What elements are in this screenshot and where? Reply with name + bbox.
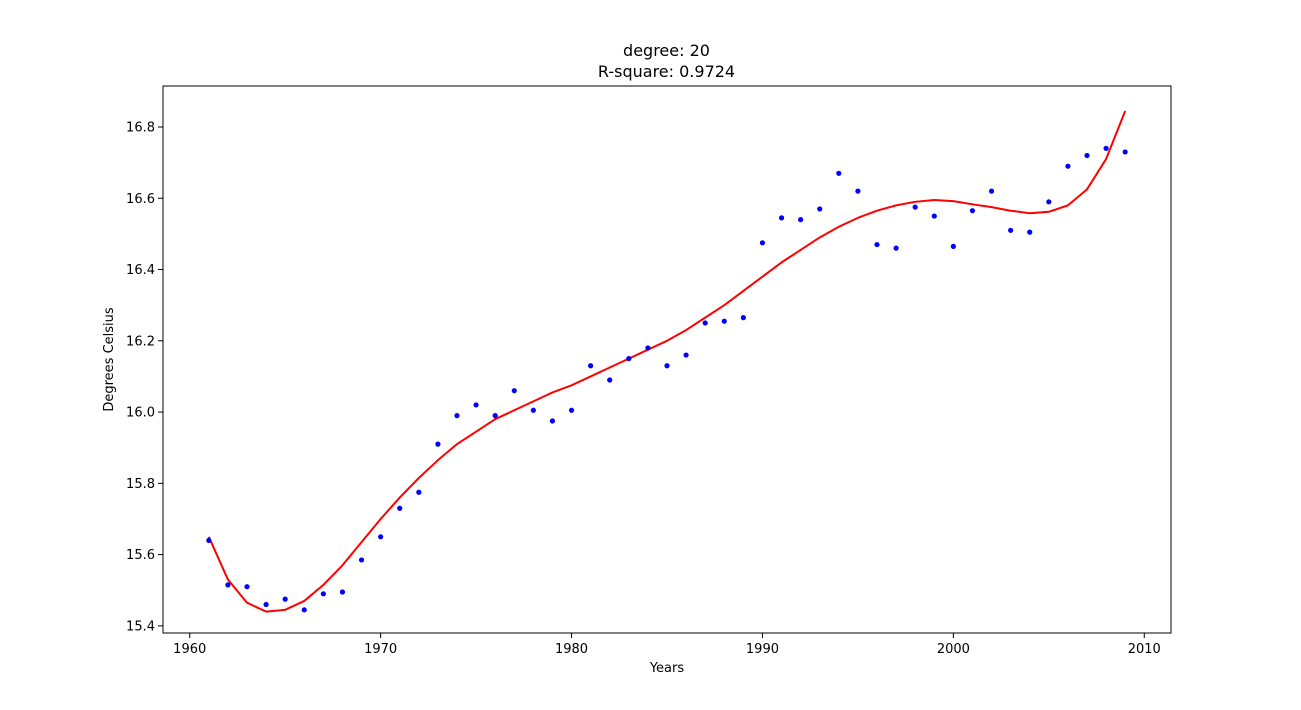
data-point [339,589,346,595]
data-point [683,352,689,358]
data-point [588,363,594,369]
data-point [244,584,250,590]
data-point [988,188,995,194]
data-point [435,441,441,447]
x-axis-label: Years [649,661,685,676]
data-point [626,356,632,362]
y-tick-label: 16.0 [126,406,155,421]
data-point [721,318,727,324]
data-point [1065,163,1071,169]
x-tick-label: 2010 [1128,642,1161,657]
x-tick-label: 1960 [173,642,206,657]
data-point [855,188,861,194]
x-tick-label: 1980 [555,642,588,657]
plot-area [206,110,1128,613]
x-tick-label: 1990 [746,642,779,657]
data-point [416,489,422,495]
y-tick-label: 15.8 [126,477,155,492]
data-point [759,240,766,246]
data-point [206,537,212,543]
data-point [358,557,365,563]
data-point [378,534,384,540]
data-point [817,206,823,212]
data-point [1103,145,1109,151]
data-point [969,208,976,214]
data-point [282,596,288,602]
data-point [740,315,746,321]
data-point [702,320,708,326]
y-tick-label: 16.8 [126,120,155,135]
y-tick-label: 15.6 [126,548,155,563]
data-point [320,591,326,597]
data-point [798,217,804,223]
data-point [263,601,269,608]
data-point [1027,229,1033,235]
data-point [511,388,517,394]
data-point [530,407,536,413]
x-tick-label: 1970 [364,642,397,657]
plot-frame [162,85,1172,634]
y-axis-label: Degrees Celsius [102,307,117,412]
data-point [454,413,460,419]
data-point [225,582,231,588]
data-point [397,505,403,511]
data-point [893,245,899,251]
data-point [778,215,785,221]
data-point [1084,152,1090,159]
data-point [549,418,556,424]
y-axis: 15.4 15.6 15.8 16.0 16.2 16.4 16.6 16.8 [126,120,163,634]
y-tick-label: 16.2 [126,334,155,349]
chart-title-line-2: R-square: 0.9724 [598,62,735,81]
data-point [874,241,880,248]
data-point [568,407,575,413]
data-point [473,402,479,408]
data-point [1008,227,1014,233]
y-tick-label: 16.6 [126,192,155,207]
data-point [1122,149,1128,155]
data-point [607,377,613,383]
data-point [492,413,498,419]
data-point [645,345,651,351]
data-point [950,243,956,249]
y-tick-label: 16.4 [126,263,155,278]
y-tick-label: 15.4 [126,619,155,634]
fit-line [207,110,1127,613]
data-point [836,170,842,176]
chart-title-line-1: degree: 20 [623,41,710,60]
data-point [301,607,307,613]
data-point [912,204,918,210]
x-axis: 1960 1970 1980 1990 2000 2010 [173,633,1161,657]
data-point [1046,199,1052,205]
x-tick-label: 2000 [937,642,970,657]
data-point [664,363,670,369]
data-point [931,213,937,219]
